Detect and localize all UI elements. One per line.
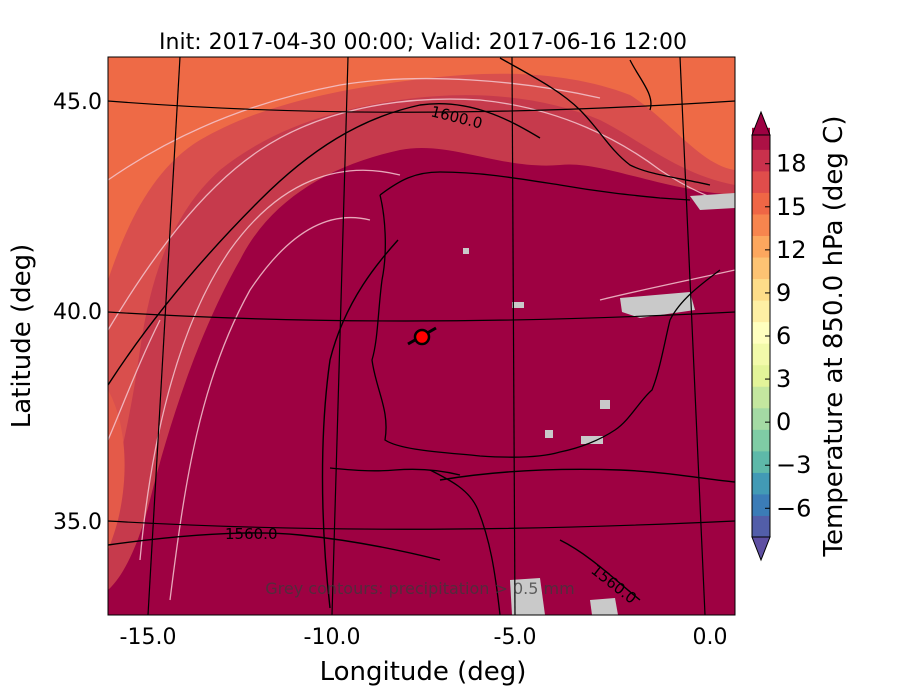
coolest-region-north xyxy=(108,57,735,280)
x-tick-label: 0.0 xyxy=(693,625,728,650)
colorbar-segment xyxy=(752,257,770,280)
colorbar-tick-label: 6 xyxy=(776,322,791,350)
colorbar-segment xyxy=(752,407,770,430)
colorbar-segment xyxy=(752,472,770,495)
colorbar-segment xyxy=(752,192,770,215)
meridian-minus-5 xyxy=(511,57,516,615)
colorbar-segment xyxy=(752,321,770,344)
x-tick-label: -10.0 xyxy=(304,625,361,650)
colorbar-tick-label: 18 xyxy=(776,150,807,178)
meridian-minus-15 xyxy=(147,57,181,615)
y-axis: 35.0 40.0 45.0 xyxy=(53,90,102,535)
marker-dot xyxy=(413,328,431,346)
colorbar-tick-label: −3 xyxy=(776,451,811,479)
colorbar-segment xyxy=(752,213,770,236)
colorbar-segment xyxy=(752,364,770,387)
colorbar-segment xyxy=(752,235,770,258)
location-marker xyxy=(407,326,437,346)
colorbar-extend-max xyxy=(751,110,771,136)
precipitation-annotation: Grey contours: precipitation > 0.5 mm xyxy=(265,579,574,598)
colorbar-label: Temperature at 850.0 hPa (deg C) xyxy=(819,116,849,558)
colorbar-segment xyxy=(752,300,770,323)
coastlines xyxy=(329,57,721,615)
y-tick-label: 40.0 xyxy=(53,300,102,325)
map-frame xyxy=(107,56,736,616)
colorbar-tick-label: 3 xyxy=(776,365,791,393)
meridian-0 xyxy=(679,57,706,615)
colorbar-tick-label: 12 xyxy=(776,236,807,264)
cool-region-north xyxy=(108,57,735,590)
geopotential-contours xyxy=(108,103,735,609)
colorbar-segment xyxy=(752,149,770,172)
colorbar-ticks: −6 −3 0 3 6 9 12 15 18 xyxy=(765,150,811,522)
colorbar-segment xyxy=(752,429,770,452)
parallel-45 xyxy=(108,100,735,113)
colorbar-tick-label: −6 xyxy=(776,494,811,522)
colorbar-tick-label: 0 xyxy=(776,408,791,436)
y-axis-label: Latitude (deg) xyxy=(7,244,37,429)
meridian-minus-10 xyxy=(331,57,349,615)
parallel-35 xyxy=(108,520,735,530)
x-axis: -15.0 -10.0 -5.0 0.0 xyxy=(120,625,728,650)
map-area: 1600.0 1560.0 1560.0 Grey contours: prec… xyxy=(108,57,735,615)
colorbar-segment xyxy=(752,278,770,301)
colorbar-segments xyxy=(752,127,770,538)
parallel-40 xyxy=(108,311,735,322)
y-tick-label: 35.0 xyxy=(53,510,102,535)
colorbar-segment xyxy=(752,386,770,409)
colorbar: −6 −3 0 3 6 9 12 15 18 Temperature at 850.0 hPa … xyxy=(751,110,849,562)
x-tick-label: -15.0 xyxy=(120,625,177,650)
y-tick-label: 45.0 xyxy=(53,90,102,115)
colorbar-tick-label: 15 xyxy=(776,193,807,221)
isotherm-contours xyxy=(108,77,735,601)
colorbar-segment xyxy=(752,343,770,366)
colorbar-extend-min xyxy=(751,536,771,562)
precipitation-patches xyxy=(463,193,735,615)
colorbar-tick-label: 9 xyxy=(776,279,791,307)
colorbar-segment xyxy=(752,170,770,193)
colorbar-segment xyxy=(752,515,770,538)
chart-title: Init: 2017-04-30 00:00; Valid: 2017-06-1… xyxy=(159,30,687,55)
colorbar-segment xyxy=(752,450,770,473)
gridlines xyxy=(108,57,735,615)
x-axis-label: Longitude (deg) xyxy=(320,657,527,687)
colorbar-segment xyxy=(752,493,770,516)
x-tick-label: -5.0 xyxy=(494,625,537,650)
contour-label-1560-west: 1560.0 xyxy=(225,525,278,543)
